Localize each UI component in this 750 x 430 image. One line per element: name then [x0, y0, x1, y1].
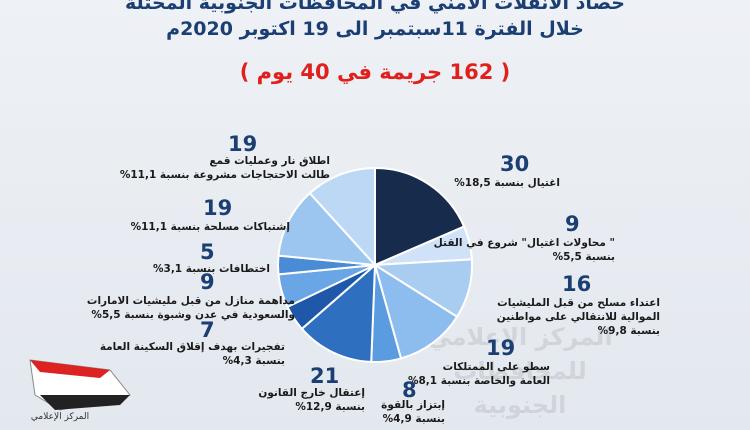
value-label: 5	[200, 240, 215, 264]
value-label: 30	[500, 152, 530, 176]
value-label: 19	[228, 132, 258, 156]
value-label: 19	[486, 336, 516, 360]
value-label: 9	[200, 270, 215, 294]
watermark: المركز الإعلامي للمحافظات الجنوبية	[427, 323, 613, 419]
pie-slice	[300, 262, 377, 363]
category-label: " محاولات اغتيال" شروع في القتل بنسبة 5,…	[433, 237, 615, 263]
category-label: إشتباكات مسلحة بنسبة 11,1%	[130, 221, 290, 233]
pie-slice	[277, 191, 378, 267]
title: حصاد الانفلات الأمني في المحافظات الجنوب…	[125, 0, 625, 14]
category-label: سطو على الممتلكات العامة والخاصة بنسبة 8…	[407, 361, 550, 387]
value-label: 7	[200, 318, 215, 342]
category-label: تفجيرات بهدف إقلاق السكينة العامة بنسبة …	[99, 341, 285, 367]
pie-slice	[308, 166, 376, 268]
value-label: 16	[562, 272, 592, 296]
category-label: اعتداء مسلح من قبل المليشيات الموالية لل…	[496, 297, 660, 337]
value-label: 21	[310, 364, 340, 388]
logo	[29, 359, 131, 411]
pie-slice	[374, 166, 466, 267]
logo-text: المركز الإعلامي	[30, 412, 90, 422]
category-label: اغتيال بنسبة 18,5%	[454, 177, 560, 189]
subtitle: خلال الفترة 11سبتمبر الى 19 اكتوبر 2020م	[166, 18, 584, 40]
category-label: مداهمة منازل من قبل مليشيات الامارات وال…	[86, 295, 295, 321]
category-label: اطلاق نار وعمليات قمع طالت الاحتجاجات مش…	[119, 155, 330, 181]
category-label: اختطافات بنسبة 3,1%	[152, 263, 270, 275]
category-label: إبتزاز بالقوة بنسبة 4,9%	[381, 399, 445, 425]
value-label: 19	[203, 196, 233, 220]
value-label: 9	[565, 212, 580, 236]
value-label: 8	[402, 378, 417, 402]
category-label: إعتقال خارج القانون بنسبة 12,9%	[258, 387, 365, 413]
highlight: ( 162 جريمة في 40 يوم )	[239, 60, 511, 84]
